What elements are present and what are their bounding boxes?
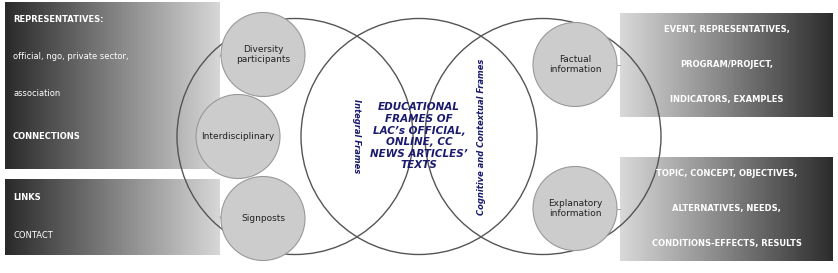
Text: Cognitive and Contextual Frames: Cognitive and Contextual Frames xyxy=(477,58,485,215)
Ellipse shape xyxy=(221,13,305,96)
Text: official, ngo, private sector,: official, ngo, private sector, xyxy=(13,52,128,61)
Ellipse shape xyxy=(221,177,305,260)
Text: EDUCATIONAL
FRAMES OF
LAC’s OFFICIAL,
ONLINE, CC
NEWS ARTICLES’
TEXTS: EDUCATIONAL FRAMES OF LAC’s OFFICIAL, ON… xyxy=(370,102,468,171)
Text: PROGRAM/PROJECT,: PROGRAM/PROJECT, xyxy=(680,60,773,69)
Text: Diversity
participants: Diversity participants xyxy=(236,45,290,64)
Text: Signposts: Signposts xyxy=(241,214,285,223)
Text: Interdisciplinary: Interdisciplinary xyxy=(201,132,275,141)
Text: CONDITIONS-EFFECTS, RESULTS: CONDITIONS-EFFECTS, RESULTS xyxy=(652,239,801,248)
Text: CONNECTIONS: CONNECTIONS xyxy=(13,132,80,141)
Text: CONTACT: CONTACT xyxy=(13,231,53,240)
Ellipse shape xyxy=(533,22,617,106)
Text: ALTERNATIVES, NEEDS,: ALTERNATIVES, NEEDS, xyxy=(672,204,781,213)
Text: Integral Frames: Integral Frames xyxy=(353,99,361,174)
Text: Factual
information: Factual information xyxy=(549,55,601,74)
Text: association: association xyxy=(13,89,60,98)
Ellipse shape xyxy=(533,167,617,251)
Text: Explanatory
information: Explanatory information xyxy=(548,199,603,218)
Text: INDICATORS, EXAMPLES: INDICATORS, EXAMPLES xyxy=(670,95,784,104)
Text: REPRESENTATIVES:: REPRESENTATIVES: xyxy=(13,15,104,24)
Text: EVENT, REPRESENTATIVES,: EVENT, REPRESENTATIVES, xyxy=(664,25,789,34)
Ellipse shape xyxy=(196,94,280,179)
Text: TOPIC, CONCEPT, OBJECTIVES,: TOPIC, CONCEPT, OBJECTIVES, xyxy=(656,169,797,178)
Text: LINKS: LINKS xyxy=(13,193,40,202)
